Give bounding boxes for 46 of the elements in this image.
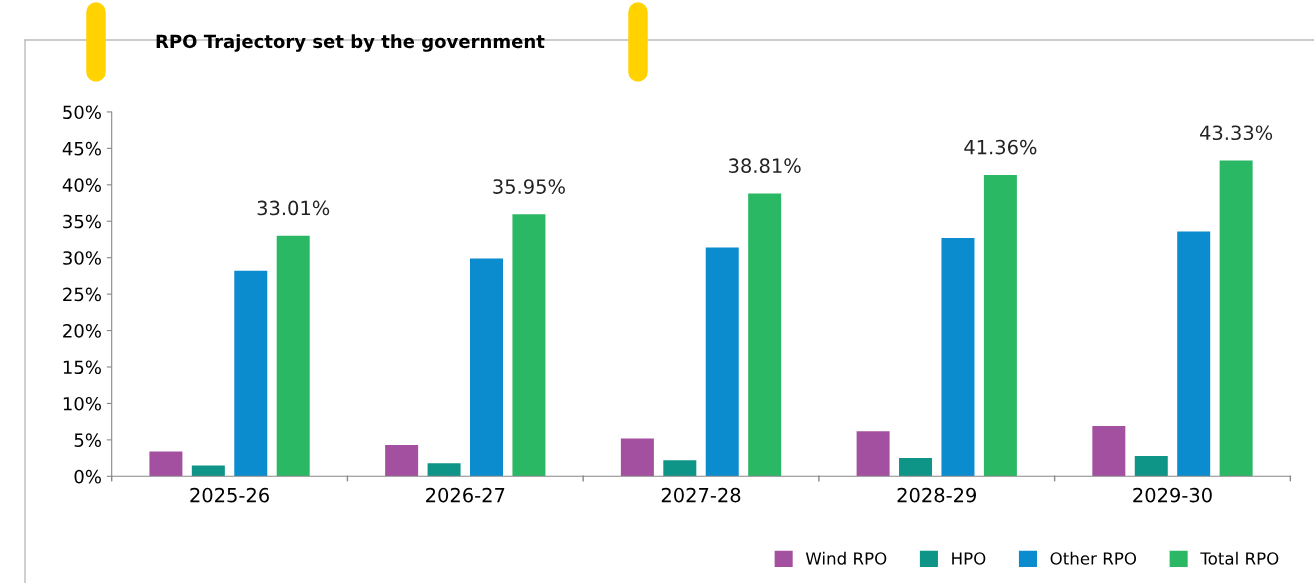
- y-tick-label: 35%: [63, 214, 101, 229]
- data-label: 35.95%: [493, 179, 565, 194]
- y-tick-label: 15%: [63, 360, 101, 375]
- bar: [663, 460, 697, 477]
- bar: [856, 431, 890, 477]
- bar: [234, 270, 268, 477]
- y-tick-label: 40%: [62, 178, 101, 192]
- data-label: 43.33%: [1200, 125, 1273, 141]
- legend-label: Total RPO: [1200, 551, 1279, 565]
- bar: [276, 235, 310, 477]
- legend-label: Other RPO: [1050, 551, 1137, 565]
- y-tick-label: 25%: [63, 287, 101, 302]
- y-tick-label: 20%: [63, 324, 101, 338]
- y-tick-label: 0%: [74, 469, 101, 484]
- bar: [470, 258, 503, 477]
- legend-label: HPO: [952, 552, 986, 565]
- x-tick-label: 2029-30: [1133, 487, 1212, 503]
- bar: [191, 465, 225, 477]
- bar: [983, 174, 1017, 477]
- bar: [1177, 231, 1211, 477]
- bar: [748, 193, 782, 477]
- bar: [899, 458, 933, 477]
- data-label: 41.36%: [964, 139, 1037, 155]
- x-tick-label: 2026-27: [426, 487, 505, 503]
- data-label: 38.81%: [729, 158, 801, 174]
- bar: [1219, 160, 1253, 477]
- bar: [1134, 455, 1168, 477]
- data-label: 33.01%: [257, 200, 330, 216]
- x-tick-label: 2027-28: [661, 487, 741, 503]
- x-tick-label: 2028-29: [897, 487, 976, 503]
- y-tick-label: 50%: [63, 105, 101, 120]
- y-tick-label: 10%: [63, 396, 101, 411]
- bar: [1092, 426, 1126, 477]
- bar: [385, 444, 419, 477]
- chart-title: RPO Trajectory set by the government: [156, 34, 545, 52]
- bar: [512, 214, 546, 477]
- y-tick-label: 45%: [62, 141, 101, 156]
- bar: [149, 451, 183, 477]
- bar: [620, 438, 654, 477]
- bar: [427, 463, 461, 477]
- bar: [941, 238, 975, 477]
- y-tick-label: 30%: [63, 251, 101, 265]
- x-tick-label: 2025-26: [190, 487, 269, 503]
- y-tick-label: 5%: [74, 433, 101, 447]
- legend-label: Wind RPO: [805, 551, 887, 565]
- bar: [705, 247, 739, 477]
